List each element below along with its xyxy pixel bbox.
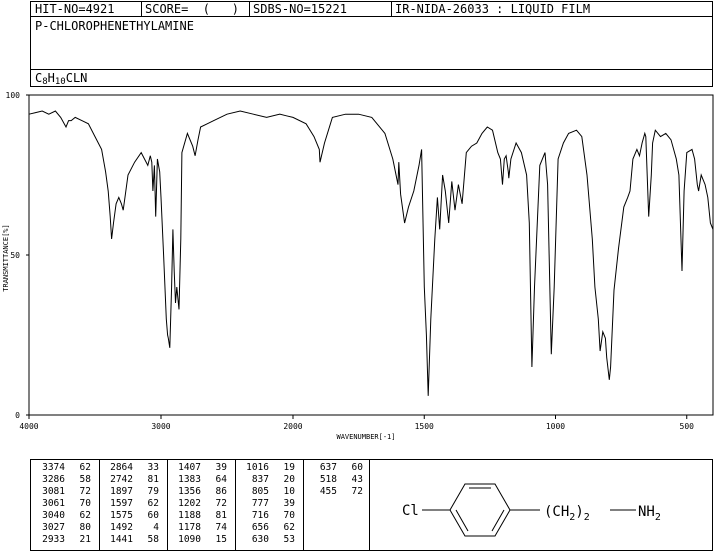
peak-wavenumber: 837 (251, 474, 269, 485)
peak-transmittance: 39 (283, 498, 295, 509)
header-divider (391, 2, 392, 16)
peak-wavenumber: 1383 (178, 474, 201, 485)
peak-transmittance: 58 (147, 534, 159, 545)
peak-transmittance: 62 (147, 498, 159, 509)
peak-wavenumber: 3040 (42, 510, 65, 521)
peak-wavenumber: 3286 (42, 474, 65, 485)
peak-wavenumber: 3081 (42, 486, 65, 497)
peak-wavenumber: 1897 (110, 486, 133, 497)
peak-transmittance: 72 (215, 498, 227, 509)
peak-wavenumber: 1202 (178, 498, 201, 509)
chain-label: (CH2)2 (544, 504, 590, 523)
peak-wavenumber: 1188 (178, 510, 201, 521)
header-divider (249, 2, 250, 16)
peak-transmittance: 86 (215, 486, 227, 497)
peak-transmittance: 21 (79, 534, 91, 545)
peak-transmittance: 43 (351, 474, 363, 485)
peak-wavenumber: 1441 (110, 534, 133, 545)
peak-wavenumber: 3061 (42, 498, 65, 509)
y-axis-label: TRANSMITTANCE[%] (2, 224, 10, 291)
peak-transmittance: 33 (147, 462, 159, 473)
peak-transmittance: 62 (283, 522, 295, 533)
peak-wavenumber: 1597 (110, 498, 133, 509)
peak-wavenumber: 656 (251, 522, 269, 533)
formula-box: C8H10CLN (30, 69, 713, 87)
chlorine-label: Cl (402, 503, 419, 519)
peak-wavenumber: 637 (319, 462, 337, 473)
spectrum-series-line (28, 110, 714, 396)
peak-wavenumber: 2864 (110, 462, 133, 473)
peak-transmittance: 58 (79, 474, 91, 485)
x-tick-label: 1500 (415, 422, 434, 431)
peak-wavenumber: 1575 (110, 510, 133, 521)
peak-transmittance: 53 (283, 534, 295, 545)
peak-transmittance: 79 (147, 486, 159, 497)
peak-transmittance: 15 (215, 534, 227, 545)
peak-transmittance: 62 (79, 510, 91, 521)
ir-method: IR-NIDA-26033 : LIQUID FILM (395, 2, 591, 16)
peak-transmittance: 19 (283, 462, 295, 473)
compound-name-box: P-CHLOROPHENETHYLAMINE (30, 16, 713, 70)
molecular-formula: C8H10CLN (35, 71, 88, 87)
ir-spectrum-chart: 0 50 100 4000 3000 2000 1500 1000 500 WAVENUMBE… (2, 91, 714, 441)
peak-column-divider (235, 460, 236, 550)
y-tick-label: 50 (10, 251, 20, 260)
peak-transmittance: 74 (215, 522, 227, 533)
peak-transmittance: 81 (147, 474, 159, 485)
peak-wavenumber: 805 (251, 486, 269, 497)
peak-transmittance: 80 (79, 522, 91, 533)
peak-transmittance: 64 (215, 474, 227, 485)
x-tick-label: 3000 (151, 422, 170, 431)
peak-wavenumber: 455 (319, 486, 337, 497)
peak-transmittance: 60 (351, 462, 363, 473)
peak-wavenumber: 518 (319, 474, 337, 485)
peak-wavenumber: 1090 (178, 534, 201, 545)
peak-wavenumber: 2933 (42, 534, 65, 545)
peak-wavenumber: 3374 (42, 462, 65, 473)
peak-column-divider (303, 460, 304, 550)
y-tick-label: 0 (15, 411, 20, 420)
x-tick-label: 500 (680, 422, 695, 431)
chemical-structure: Cl (CH2)2 NH2 (402, 483, 661, 537)
peak-transmittance: 70 (283, 510, 295, 521)
peak-transmittance: 20 (283, 474, 295, 485)
peak-wavenumber: 3027 (42, 522, 65, 533)
structure-box: Cl (CH2)2 NH2 (370, 459, 713, 551)
peak-wavenumber: 1016 (246, 462, 269, 473)
x-axis: 4000 3000 2000 1500 1000 500 (19, 415, 694, 431)
y-tick-label: 100 (6, 91, 21, 100)
peak-transmittance: 62 (79, 462, 91, 473)
x-tick-label: 1000 (546, 422, 565, 431)
header-divider (141, 2, 142, 16)
peak-wavenumber: 1492 (110, 522, 133, 533)
score-field: SCORE= ( ) (145, 2, 239, 16)
header-bar: HIT-NO=4921 SCORE= ( ) SDBS-NO=15221 IR-… (30, 1, 713, 17)
peak-transmittance: 72 (351, 486, 363, 497)
x-tick-label: 2000 (283, 422, 302, 431)
peak-transmittance: 10 (283, 486, 295, 497)
peak-transmittance: 39 (215, 462, 227, 473)
peak-column-divider (99, 460, 100, 550)
peak-transmittance: 70 (79, 498, 91, 509)
peak-transmittance: 60 (147, 510, 159, 521)
peak-wavenumber: 1356 (178, 486, 201, 497)
peak-wavenumber: 2742 (110, 474, 133, 485)
compound-name: P-CHLOROPHENETHYLAMINE (35, 19, 194, 33)
peak-wavenumber: 1178 (178, 522, 201, 533)
peak-table: 3374 62 3286 58 3081 72 3061 70 3040 62 3027 80 2933… (30, 459, 370, 551)
peak-transmittance: 81 (215, 510, 227, 521)
amine-label: NH2 (638, 504, 661, 523)
hit-number: HIT-NO=4921 (35, 2, 115, 16)
peak-column-divider (167, 460, 168, 550)
x-axis-label: WAVENUMBER[-1] (336, 433, 395, 441)
sdbs-number: SDBS-NO=15221 (253, 2, 347, 16)
benzene-ring (449, 483, 511, 537)
peak-wavenumber: 1407 (178, 462, 201, 473)
x-tick-label: 4000 (19, 422, 38, 431)
peak-transmittance: 4 (153, 522, 159, 533)
peak-wavenumber: 716 (251, 510, 269, 521)
peak-wavenumber: 777 (251, 498, 269, 509)
peak-wavenumber: 630 (251, 534, 269, 545)
peak-transmittance: 72 (79, 486, 91, 497)
